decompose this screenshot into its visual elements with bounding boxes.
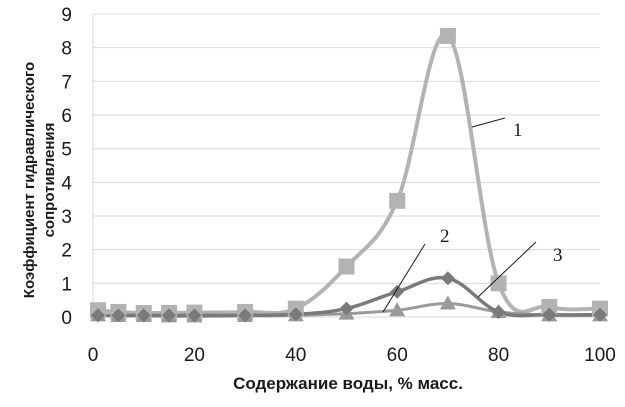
series-2-point	[593, 307, 607, 322]
series-1-point	[389, 192, 406, 209]
x-tick-labels: 0 20 40 60 80 100	[88, 345, 616, 366]
series-2-point	[238, 308, 253, 323]
series-2-point	[187, 308, 202, 323]
y-tick-label: 3	[61, 207, 72, 228]
series-3-point	[439, 295, 456, 310]
series-2-point	[111, 308, 126, 323]
y-axis-title-line2: сопротивления	[41, 123, 58, 238]
curve-label-1: 1	[513, 120, 523, 141]
series-markers	[90, 27, 608, 323]
y-tick-label: 9	[61, 5, 72, 26]
leader-line-3	[477, 241, 537, 298]
leader-line-1	[471, 117, 506, 128]
series-2-point	[288, 307, 303, 322]
curve-label-3-group: 3	[477, 241, 563, 298]
y-tick-label: 8	[61, 39, 72, 60]
curve-label-2: 2	[440, 226, 450, 247]
x-tick-label: 60	[387, 345, 408, 366]
series-1-point	[541, 298, 558, 315]
series-2-point	[91, 308, 106, 323]
x-tick-label: 40	[285, 345, 306, 366]
y-tick-label: 1	[61, 274, 72, 295]
y-tick-label: 5	[61, 140, 72, 161]
series-1-point	[490, 275, 507, 292]
y-tick-label: 0	[61, 308, 72, 329]
series-2-point	[440, 271, 455, 286]
series-2-point	[162, 308, 177, 323]
leader-line-2	[382, 243, 426, 313]
x-tick-label: 80	[488, 345, 509, 366]
y-tick-label: 4	[61, 173, 72, 194]
series-2-point	[542, 307, 557, 322]
y-tick-label: 6	[61, 106, 72, 127]
y-axis-title-line1: Коэффициент гидравлического	[21, 62, 38, 298]
x-axis-title: Содержание воды, % масс.	[233, 374, 463, 393]
series-2-point	[339, 301, 354, 316]
series-2-point	[491, 304, 506, 319]
y-tick-labels: 0 1 2 3 4 5 6 7 8 9	[61, 5, 72, 329]
series-2-point	[136, 308, 151, 323]
grid-lines	[92, 13, 600, 318]
curve-label-3: 3	[553, 245, 563, 266]
series-1-point	[439, 27, 456, 44]
y-tick-label: 7	[61, 72, 72, 93]
y-tick-label: 2	[61, 241, 72, 262]
x-tick-label: 100	[584, 345, 616, 366]
x-tick-label: 0	[88, 345, 99, 366]
series-3-point	[389, 302, 406, 317]
x-tick-label: 20	[184, 345, 205, 366]
series-1-point	[338, 258, 355, 275]
curve-label-1-group: 1	[471, 117, 523, 141]
curve-label-2-group: 2	[382, 226, 450, 313]
